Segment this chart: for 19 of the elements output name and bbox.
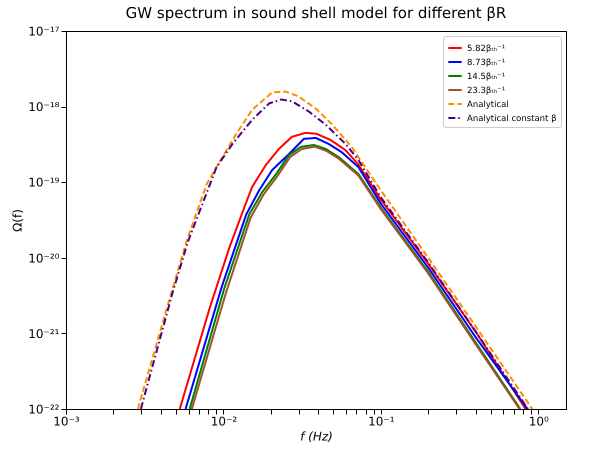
legend-label: Analytical: [467, 100, 509, 110]
legend-label: 23.3βₜₕ⁻¹: [467, 86, 506, 96]
y-tick-label: 10⁻¹⁹: [28, 176, 60, 190]
x-tick-label: 10⁻³: [53, 414, 80, 428]
y-tick-label: 10⁻²⁰: [28, 251, 60, 266]
x-tick-label: 10⁻²: [210, 414, 238, 428]
chart-title: GW spectrum in sound shell model for different βR: [126, 4, 506, 22]
x-tick-label: 10⁻¹: [368, 414, 395, 428]
legend-label: 14.5βₜₕ⁻¹: [467, 72, 506, 82]
x-axis-title: f (Hz): [300, 430, 333, 444]
legend-label: 5.82βₜₕ⁻¹: [467, 44, 506, 54]
x-tick-label: 10⁰: [528, 414, 549, 428]
legend-label: 8.73βₜₕ⁻¹: [467, 58, 506, 68]
y-tick-label: 10⁻¹⁷: [28, 24, 60, 38]
y-tick-label: 10⁻¹⁸: [28, 100, 60, 114]
y-tick-label: 10⁻²²: [28, 402, 60, 416]
y-axis-title: Ω(f): [10, 209, 24, 232]
y-tick-label: 10⁻²¹: [28, 326, 60, 341]
legend-label: Analytical constant β: [467, 114, 557, 124]
